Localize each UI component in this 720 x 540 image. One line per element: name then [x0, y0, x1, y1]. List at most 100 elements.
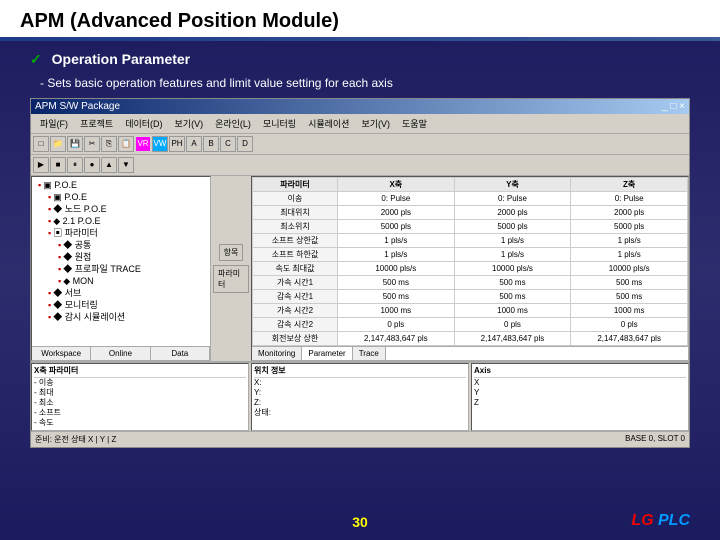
tb-a-icon[interactable]: A — [186, 136, 202, 152]
statusbar: 준비: 운전 상태 X | Y | Z BASE 0, SLOT 0 — [31, 431, 689, 447]
left-tab[interactable]: Workspace — [32, 347, 91, 360]
page-number: 30 — [352, 514, 368, 530]
param-cell[interactable]: 500 ms — [454, 290, 571, 304]
tree-item[interactable]: ▪◆ 서브 — [34, 287, 208, 299]
param-cell[interactable]: 5000 pls — [454, 220, 571, 234]
tb-ph-button[interactable]: PH — [169, 136, 185, 152]
param-cell[interactable]: 1000 ms — [338, 304, 455, 318]
bottom-line: - 속도 — [34, 418, 246, 428]
left-tab[interactable]: Online — [91, 347, 150, 360]
left-tab[interactable]: Data — [151, 347, 210, 360]
tree-item[interactable]: ▪◆ 원점 — [34, 251, 208, 263]
menu-item[interactable]: 보기(V) — [170, 116, 209, 131]
bottom-line: - 소프트 — [34, 408, 246, 418]
param-cell[interactable]: 1 pls/s — [338, 234, 455, 248]
tb-new-icon[interactable]: □ — [33, 136, 49, 152]
bottom-pane-mid: 위치 정보 X:Y:Z:상태: — [251, 363, 469, 431]
param-cell[interactable]: 10000 pls/s — [338, 262, 455, 276]
bottom-line: X: — [254, 378, 466, 388]
param-row-label: 회전보상 상한 — [253, 332, 338, 346]
menu-item[interactable]: 모니터링 — [258, 116, 301, 131]
subtitle-text: Operation Parameter — [52, 51, 191, 67]
tb-play-icon[interactable]: ▶ — [33, 157, 49, 173]
param-cell[interactable]: 500 ms — [454, 276, 571, 290]
tree-item[interactable]: ▪▣ 파라미터 — [34, 227, 208, 239]
param-cell[interactable]: 10000 pls/s — [571, 262, 688, 276]
menu-item[interactable]: 보기(V) — [356, 116, 395, 131]
param-cell[interactable]: 0 pls — [338, 318, 455, 332]
tree-item[interactable]: ▪▣ P.O.E — [34, 191, 208, 203]
status-right: BASE 0, SLOT 0 — [625, 434, 685, 445]
tb-vw-button[interactable]: VW — [152, 136, 168, 152]
param-cell[interactable]: 500 ms — [571, 276, 688, 290]
right-tabs: MonitoringParameterTrace — [252, 346, 688, 360]
tree-item[interactable]: ▪◆ 2.1 P.O.E — [34, 215, 208, 227]
param-cell[interactable]: 500 ms — [571, 290, 688, 304]
tb-save-icon[interactable]: 💾 — [67, 136, 83, 152]
tree-item[interactable]: ▪◆ 모니터링 — [34, 299, 208, 311]
tb-c-icon[interactable]: C — [220, 136, 236, 152]
param-cell[interactable]: 500 ms — [338, 276, 455, 290]
param-cell[interactable]: 5000 pls — [338, 220, 455, 234]
param-cell[interactable]: 1 pls/s — [454, 248, 571, 262]
param-table[interactable]: 파라미터X축Y축Z축이송0: Pulse0: Pulse0: Pulse최대위치… — [252, 177, 688, 346]
param-cell[interactable]: 1 pls/s — [338, 248, 455, 262]
tb-down-icon[interactable]: ▼ — [118, 157, 134, 173]
tb-paste-icon[interactable]: 📋 — [118, 136, 134, 152]
subtitle: ✓ Operation Parameter — [0, 37, 720, 72]
tb-pause-icon[interactable]: ⏸ — [67, 157, 83, 173]
titlebar: APM S/W Package _ □ × — [31, 99, 689, 114]
tree-item[interactable]: ▪◆ 감시 시뮬레이션 — [34, 311, 208, 323]
tb-b-icon[interactable]: B — [203, 136, 219, 152]
check-icon: ✓ — [30, 51, 42, 67]
param-cell[interactable]: 0: Pulse — [454, 192, 571, 206]
param-cell[interactable]: 2000 pls — [571, 206, 688, 220]
param-cell[interactable]: 10000 pls/s — [454, 262, 571, 276]
param-cell[interactable]: 0: Pulse — [571, 192, 688, 206]
param-cell[interactable]: 2,147,483,647 pls — [454, 332, 571, 346]
status-left: 준비: 운전 상태 X | Y | Z — [35, 434, 116, 445]
window-controls[interactable]: _ □ × — [662, 101, 685, 112]
param-cell[interactable]: 1000 ms — [571, 304, 688, 318]
param-cell[interactable]: 0 pls — [571, 318, 688, 332]
param-cell[interactable]: 1 pls/s — [454, 234, 571, 248]
right-tab[interactable]: Monitoring — [252, 347, 302, 360]
menu-item[interactable]: 데이터(D) — [120, 116, 167, 131]
menu-item[interactable]: 온라인(L) — [210, 116, 256, 131]
param-cell[interactable]: 2,147,483,647 pls — [571, 332, 688, 346]
tree[interactable]: ▪▣ P.O.E▪▣ P.O.E▪◆ 노드 P.O.E▪◆ 2.1 P.O.E▪… — [32, 177, 210, 346]
right-pane: 파라미터X축Y축Z축이송0: Pulse0: Pulse0: Pulse최대위치… — [251, 176, 689, 361]
tb-vr-button[interactable]: VR — [135, 136, 151, 152]
tree-item[interactable]: ▪◆ MON — [34, 275, 208, 287]
right-tab[interactable]: Trace — [353, 347, 386, 360]
menu-item[interactable]: 시뮬레이션 — [303, 116, 354, 131]
tree-item[interactable]: ▪◆ 노드 P.O.E — [34, 203, 208, 215]
bottom-line: - 최소 — [34, 398, 246, 408]
param-cell[interactable]: 2,147,483,647 pls — [338, 332, 455, 346]
tb-open-icon[interactable]: 📁 — [50, 136, 66, 152]
menu-item[interactable]: 도움말 — [397, 116, 432, 131]
tb-stop-icon[interactable]: ■ — [50, 157, 66, 173]
tb-up-icon[interactable]: ▲ — [101, 157, 117, 173]
tree-item[interactable]: ▪◆ 프로파일 TRACE — [34, 263, 208, 275]
tb-d-icon[interactable]: D — [237, 136, 253, 152]
bottom-right-header: 위치 정보 — [254, 366, 466, 378]
tb-cut-icon[interactable]: ✂ — [84, 136, 100, 152]
param-cell[interactable]: 0: Pulse — [338, 192, 455, 206]
param-cell[interactable]: 500 ms — [338, 290, 455, 304]
param-cell[interactable]: 2000 pls — [454, 206, 571, 220]
right-tab[interactable]: Parameter — [302, 347, 352, 360]
tree-item[interactable]: ▪◆ 공통 — [34, 239, 208, 251]
param-cell[interactable]: 0 pls — [454, 318, 571, 332]
menu-item[interactable]: 프로젝트 — [75, 116, 118, 131]
param-cell[interactable]: 2000 pls — [338, 206, 455, 220]
param-cell[interactable]: 1 pls/s — [571, 234, 688, 248]
param-cell[interactable]: 5000 pls — [571, 220, 688, 234]
tree-item[interactable]: ▪▣ P.O.E — [34, 179, 208, 191]
tb-copy-icon[interactable]: ⎘ — [101, 136, 117, 152]
menu-item[interactable]: 파일(F) — [35, 116, 73, 131]
param-row-label: 감속 시간1 — [253, 290, 338, 304]
param-cell[interactable]: 1000 ms — [454, 304, 571, 318]
tb-rec-icon[interactable]: ● — [84, 157, 100, 173]
param-cell[interactable]: 1 pls/s — [571, 248, 688, 262]
